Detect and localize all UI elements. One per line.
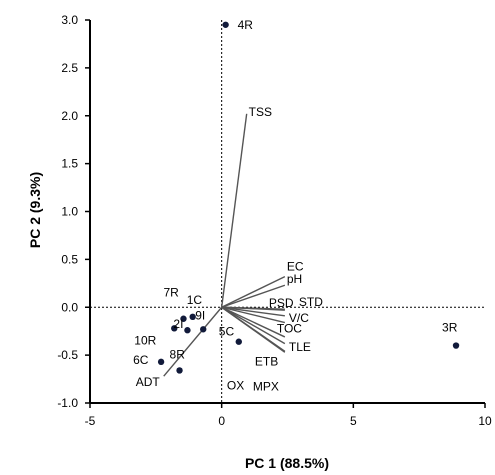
y-tick-label: -0.5 bbox=[57, 348, 78, 362]
point-label: 10R bbox=[134, 333, 156, 347]
loading-label: OX bbox=[227, 378, 244, 392]
loading-label: pH bbox=[287, 272, 302, 286]
loading-vector-tss bbox=[220, 113, 248, 308]
y-tick-label: 1.5 bbox=[61, 157, 78, 171]
y-tick-label: 2.5 bbox=[61, 61, 78, 75]
point-label: 6C bbox=[133, 353, 149, 367]
axes: -5 0 5 10 -1.0 -0.5 0.0 0.5 1.0 1.5 2.0 2.5 3.0 bbox=[57, 13, 492, 428]
loading-label: PSD bbox=[269, 296, 294, 310]
loading-vector-std bbox=[221, 306, 285, 311]
loading-label: EC bbox=[287, 260, 304, 274]
y-tick-label: -1.0 bbox=[57, 396, 78, 410]
loading-label: MPX bbox=[253, 379, 279, 393]
y-tick-label: 0.5 bbox=[61, 252, 78, 266]
point-label: 7R bbox=[163, 286, 179, 300]
score-point bbox=[235, 338, 242, 345]
loading-vector-etb bbox=[221, 306, 286, 345]
loading-vector-toc bbox=[221, 306, 286, 324]
x-tick-label: 5 bbox=[350, 414, 357, 428]
loading-label: TOC bbox=[277, 322, 302, 336]
x-tick-label: 10 bbox=[478, 414, 492, 428]
point-label: 5C bbox=[219, 325, 235, 339]
y-tick-label: 1.0 bbox=[61, 205, 78, 219]
y-tick-label: 2.0 bbox=[61, 109, 78, 123]
x-tick-label: -5 bbox=[85, 414, 96, 428]
x-axis-title: PC 1 (88.5%) bbox=[245, 455, 329, 471]
point-label: 2I bbox=[173, 317, 183, 331]
score-point bbox=[157, 358, 165, 366]
score-point bbox=[189, 313, 196, 321]
score-point bbox=[200, 326, 207, 333]
point-label: 9I bbox=[195, 308, 205, 322]
x-tick-label: 0 bbox=[218, 414, 225, 428]
score-point bbox=[180, 315, 187, 322]
score-point bbox=[452, 342, 460, 349]
score-point bbox=[222, 21, 229, 28]
loading-label: ADT bbox=[136, 375, 161, 389]
score-point bbox=[176, 367, 183, 374]
score-point bbox=[184, 327, 191, 334]
y-tick-label: 0.0 bbox=[61, 300, 78, 314]
loading-label: V/C bbox=[289, 311, 309, 325]
point-label: 8R bbox=[170, 347, 186, 361]
y-tick-label: 3.0 bbox=[61, 13, 78, 27]
point-label: 3R bbox=[442, 321, 458, 335]
reference-lines bbox=[90, 20, 485, 403]
loading-label: TLE bbox=[289, 340, 311, 354]
point-label: 1C bbox=[187, 293, 203, 307]
loading-label: ETB bbox=[255, 355, 278, 369]
point-label: 4R bbox=[238, 18, 254, 32]
loading-vector-tle bbox=[221, 306, 286, 338]
score-point bbox=[171, 325, 178, 332]
loading-vector-mpx bbox=[221, 306, 286, 353]
loading-vector-adt bbox=[163, 306, 223, 377]
loading-vector-vc bbox=[221, 306, 285, 317]
loading-vector-ph bbox=[221, 284, 286, 308]
score-points bbox=[157, 21, 460, 374]
loading-label: TSS bbox=[249, 105, 272, 119]
y-axis-title: PC 2 (9.3%) bbox=[27, 172, 43, 248]
loading-label: STD bbox=[299, 295, 323, 309]
loading-vectors bbox=[163, 113, 286, 377]
loading-vector-ec bbox=[221, 275, 286, 308]
